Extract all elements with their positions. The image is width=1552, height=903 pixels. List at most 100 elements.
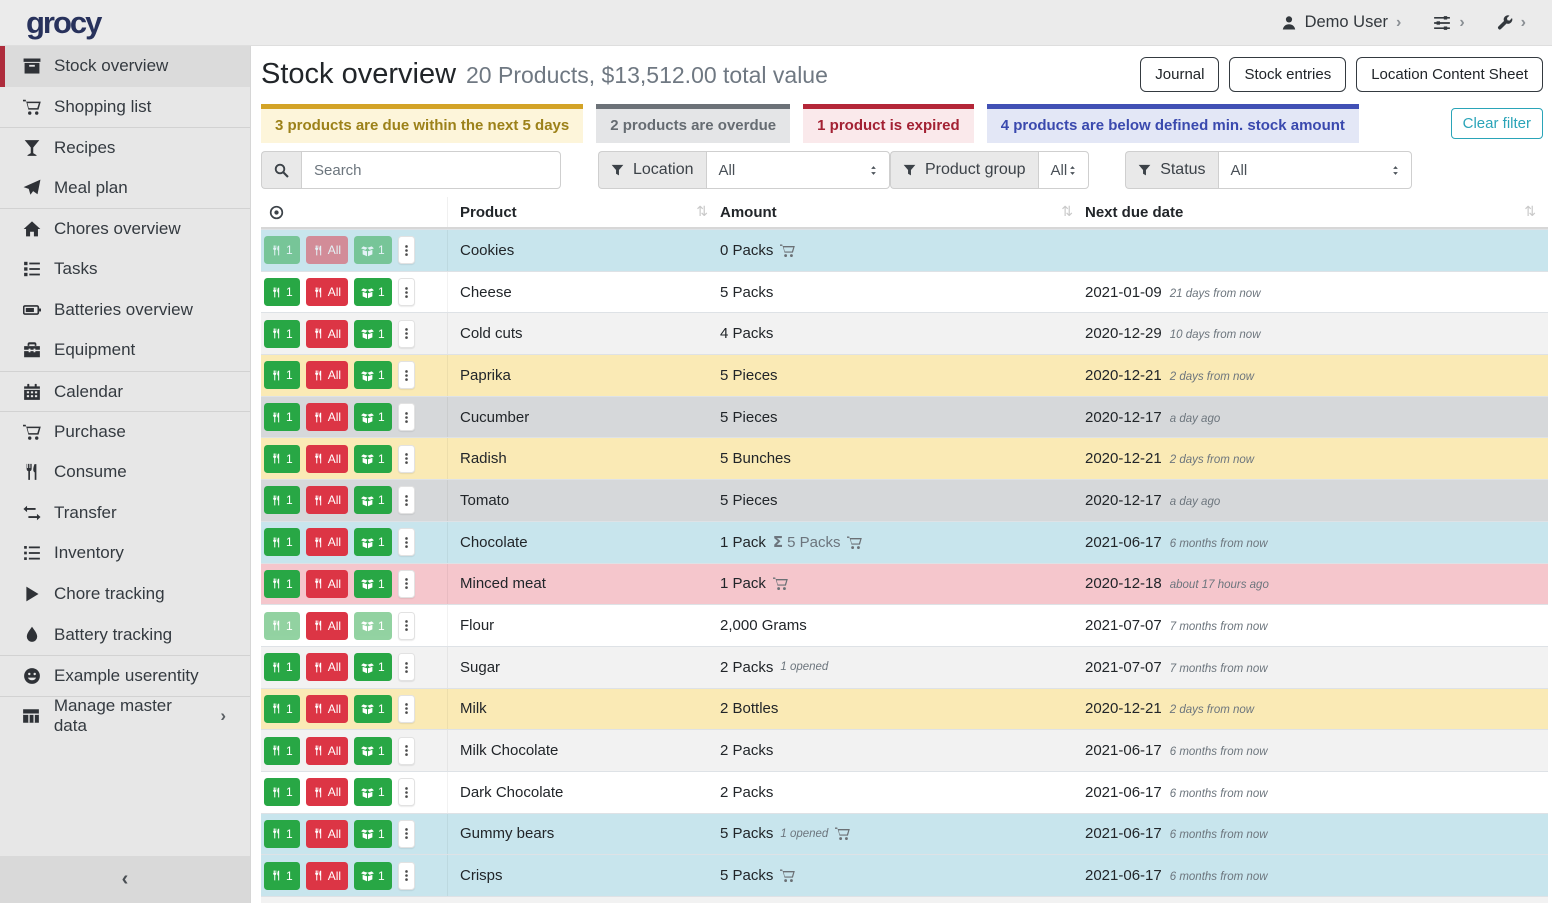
row-menu-button[interactable]: [397, 611, 415, 640]
consume-one-button[interactable]: 1: [264, 861, 300, 890]
consume-all-button[interactable]: All: [305, 444, 349, 473]
consume-one-button[interactable]: 1: [264, 361, 300, 390]
sidebar-item-stock-overview[interactable]: Stock overview: [0, 46, 250, 87]
sidebar-item-meal-plan[interactable]: Meal plan: [0, 168, 250, 209]
consume-all-button[interactable]: All: [305, 569, 349, 598]
consume-all-button[interactable]: All: [305, 486, 349, 515]
sidebar-item-calendar[interactable]: Calendar: [0, 370, 250, 412]
consume-all-button[interactable]: All: [305, 319, 349, 348]
row-menu-button[interactable]: [397, 319, 415, 348]
consume-one-button[interactable]: 1: [264, 528, 300, 557]
row-menu-button[interactable]: [397, 361, 415, 390]
sidebar-item-shopping-list[interactable]: Shopping list: [0, 87, 250, 128]
consume-all-button[interactable]: All: [305, 611, 349, 640]
add-to-shopping-list-icon[interactable]: [772, 576, 788, 591]
sidebar-item-inventory[interactable]: Inventory: [0, 533, 250, 574]
location-content-sheet-button[interactable]: Location Content Sheet: [1356, 56, 1543, 92]
consume-all-button[interactable]: All: [305, 653, 349, 682]
row-menu-button[interactable]: [397, 819, 415, 848]
sort-icon[interactable]: ⇅: [696, 204, 708, 220]
open-one-button[interactable]: 1: [354, 653, 392, 682]
consume-all-button[interactable]: All: [305, 861, 349, 890]
open-one-button[interactable]: 1: [354, 736, 392, 765]
add-to-shopping-list-icon[interactable]: [835, 826, 851, 841]
add-to-shopping-list-icon[interactable]: [780, 868, 796, 883]
row-menu-button[interactable]: [397, 694, 415, 723]
sidebar-item-transfer[interactable]: Transfer: [0, 493, 250, 534]
sidebar-item-batteries-overview[interactable]: Batteries overview: [0, 290, 250, 331]
sidebar-item-consume[interactable]: Consume: [0, 452, 250, 493]
consume-all-button[interactable]: All: [305, 694, 349, 723]
sidebar-item-recipes[interactable]: Recipes: [0, 127, 250, 168]
consume-all-button[interactable]: All: [305, 403, 349, 432]
banner-due[interactable]: 3 products are due within the next 5 day…: [261, 104, 584, 143]
sidebar-item-chore-tracking[interactable]: Chore tracking: [0, 574, 250, 615]
user-menu[interactable]: Demo User ›: [1281, 13, 1401, 32]
app-logo[interactable]: grocy: [26, 4, 102, 40]
open-one-button[interactable]: 1: [354, 444, 392, 473]
open-one-button[interactable]: 1: [354, 778, 392, 807]
eye-icon[interactable]: [269, 205, 284, 220]
consume-one-button[interactable]: 1: [264, 694, 300, 723]
search-input[interactable]: [301, 151, 561, 189]
journal-button[interactable]: Journal: [1140, 56, 1220, 92]
product-group-select[interactable]: All: [1037, 151, 1090, 189]
consume-one-button[interactable]: 1: [264, 236, 300, 265]
open-one-button[interactable]: 1: [354, 361, 392, 390]
sidebar-item-tasks[interactable]: Tasks: [0, 249, 250, 290]
open-one-button[interactable]: 1: [354, 528, 392, 557]
row-menu-button[interactable]: [397, 653, 415, 682]
admin-menu[interactable]: ›: [1497, 14, 1526, 32]
consume-all-button[interactable]: All: [305, 778, 349, 807]
open-one-button[interactable]: 1: [354, 236, 392, 265]
sort-icon[interactable]: ⇅: [1524, 204, 1536, 220]
add-to-shopping-list-icon[interactable]: [780, 243, 796, 258]
consume-all-button[interactable]: All: [305, 236, 349, 265]
banner-expired[interactable]: 1 product is expired: [803, 104, 974, 143]
row-menu-button[interactable]: [397, 444, 415, 473]
consume-one-button[interactable]: 1: [264, 403, 300, 432]
consume-all-button[interactable]: All: [305, 278, 349, 307]
open-one-button[interactable]: 1: [354, 611, 392, 640]
banner-overdue[interactable]: 2 products are overdue: [596, 104, 791, 143]
consume-one-button[interactable]: 1: [264, 319, 300, 348]
consume-one-button[interactable]: 1: [264, 819, 300, 848]
row-menu-button[interactable]: [397, 236, 415, 265]
status-select[interactable]: All: [1217, 151, 1413, 189]
settings-menu[interactable]: ›: [1433, 14, 1465, 32]
consume-one-button[interactable]: 1: [264, 444, 300, 473]
stock-entries-button[interactable]: Stock entries: [1229, 56, 1347, 92]
row-menu-button[interactable]: [397, 486, 415, 515]
clear-filter-button[interactable]: Clear filter: [1450, 108, 1543, 139]
row-menu-button[interactable]: [397, 778, 415, 807]
open-one-button[interactable]: 1: [354, 569, 392, 598]
row-menu-button[interactable]: [397, 278, 415, 307]
consume-one-button[interactable]: 1: [264, 736, 300, 765]
add-to-shopping-list-icon[interactable]: [847, 535, 863, 550]
consume-all-button[interactable]: All: [305, 528, 349, 557]
consume-one-button[interactable]: 1: [264, 778, 300, 807]
sidebar-item-example-userentity[interactable]: Example userentity: [0, 654, 250, 696]
open-one-button[interactable]: 1: [354, 486, 392, 515]
open-one-button[interactable]: 1: [354, 819, 392, 848]
sidebar-item-manage-master-data[interactable]: Manage master data ›: [0, 695, 250, 737]
open-one-button[interactable]: 1: [354, 319, 392, 348]
row-menu-button[interactable]: [397, 403, 415, 432]
sidebar-collapse-button[interactable]: ‹: [0, 856, 250, 903]
consume-all-button[interactable]: All: [305, 736, 349, 765]
consume-one-button[interactable]: 1: [264, 569, 300, 598]
consume-one-button[interactable]: 1: [264, 653, 300, 682]
banner-belowmin[interactable]: 4 products are below defined min. stock …: [986, 104, 1359, 143]
consume-all-button[interactable]: All: [305, 819, 349, 848]
open-one-button[interactable]: 1: [354, 403, 392, 432]
row-menu-button[interactable]: [397, 569, 415, 598]
open-one-button[interactable]: 1: [354, 694, 392, 723]
row-menu-button[interactable]: [397, 528, 415, 557]
sidebar-item-equipment[interactable]: Equipment: [0, 330, 250, 371]
consume-all-button[interactable]: All: [305, 361, 349, 390]
consume-one-button[interactable]: 1: [264, 486, 300, 515]
sidebar-item-battery-tracking[interactable]: Battery tracking: [0, 614, 250, 655]
consume-one-button[interactable]: 1: [264, 278, 300, 307]
row-menu-button[interactable]: [397, 736, 415, 765]
row-menu-button[interactable]: [397, 861, 415, 890]
